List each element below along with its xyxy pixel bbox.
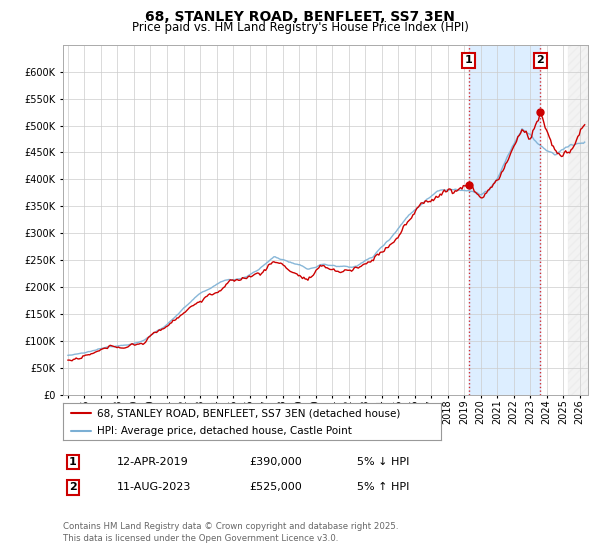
Text: Price paid vs. HM Land Registry's House Price Index (HPI): Price paid vs. HM Land Registry's House … bbox=[131, 21, 469, 34]
Text: 12-APR-2019: 12-APR-2019 bbox=[117, 457, 189, 467]
Text: Contains HM Land Registry data © Crown copyright and database right 2025.
This d: Contains HM Land Registry data © Crown c… bbox=[63, 522, 398, 543]
Text: 5% ↑ HPI: 5% ↑ HPI bbox=[357, 482, 409, 492]
Text: 5% ↓ HPI: 5% ↓ HPI bbox=[357, 457, 409, 467]
Bar bbox=[469, 45, 541, 395]
Text: 68, STANLEY ROAD, BENFLEET, SS7 3EN (detached house): 68, STANLEY ROAD, BENFLEET, SS7 3EN (det… bbox=[97, 408, 400, 418]
Text: HPI: Average price, detached house, Castle Point: HPI: Average price, detached house, Cast… bbox=[97, 426, 352, 436]
Text: £525,000: £525,000 bbox=[249, 482, 302, 492]
Text: 2: 2 bbox=[69, 482, 77, 492]
Text: 1: 1 bbox=[465, 55, 473, 66]
Bar bbox=[568, 45, 588, 395]
Text: 11-AUG-2023: 11-AUG-2023 bbox=[117, 482, 191, 492]
Text: 68, STANLEY ROAD, BENFLEET, SS7 3EN: 68, STANLEY ROAD, BENFLEET, SS7 3EN bbox=[145, 10, 455, 24]
Text: 2: 2 bbox=[536, 55, 544, 66]
Text: 1: 1 bbox=[69, 457, 77, 467]
Text: £390,000: £390,000 bbox=[249, 457, 302, 467]
